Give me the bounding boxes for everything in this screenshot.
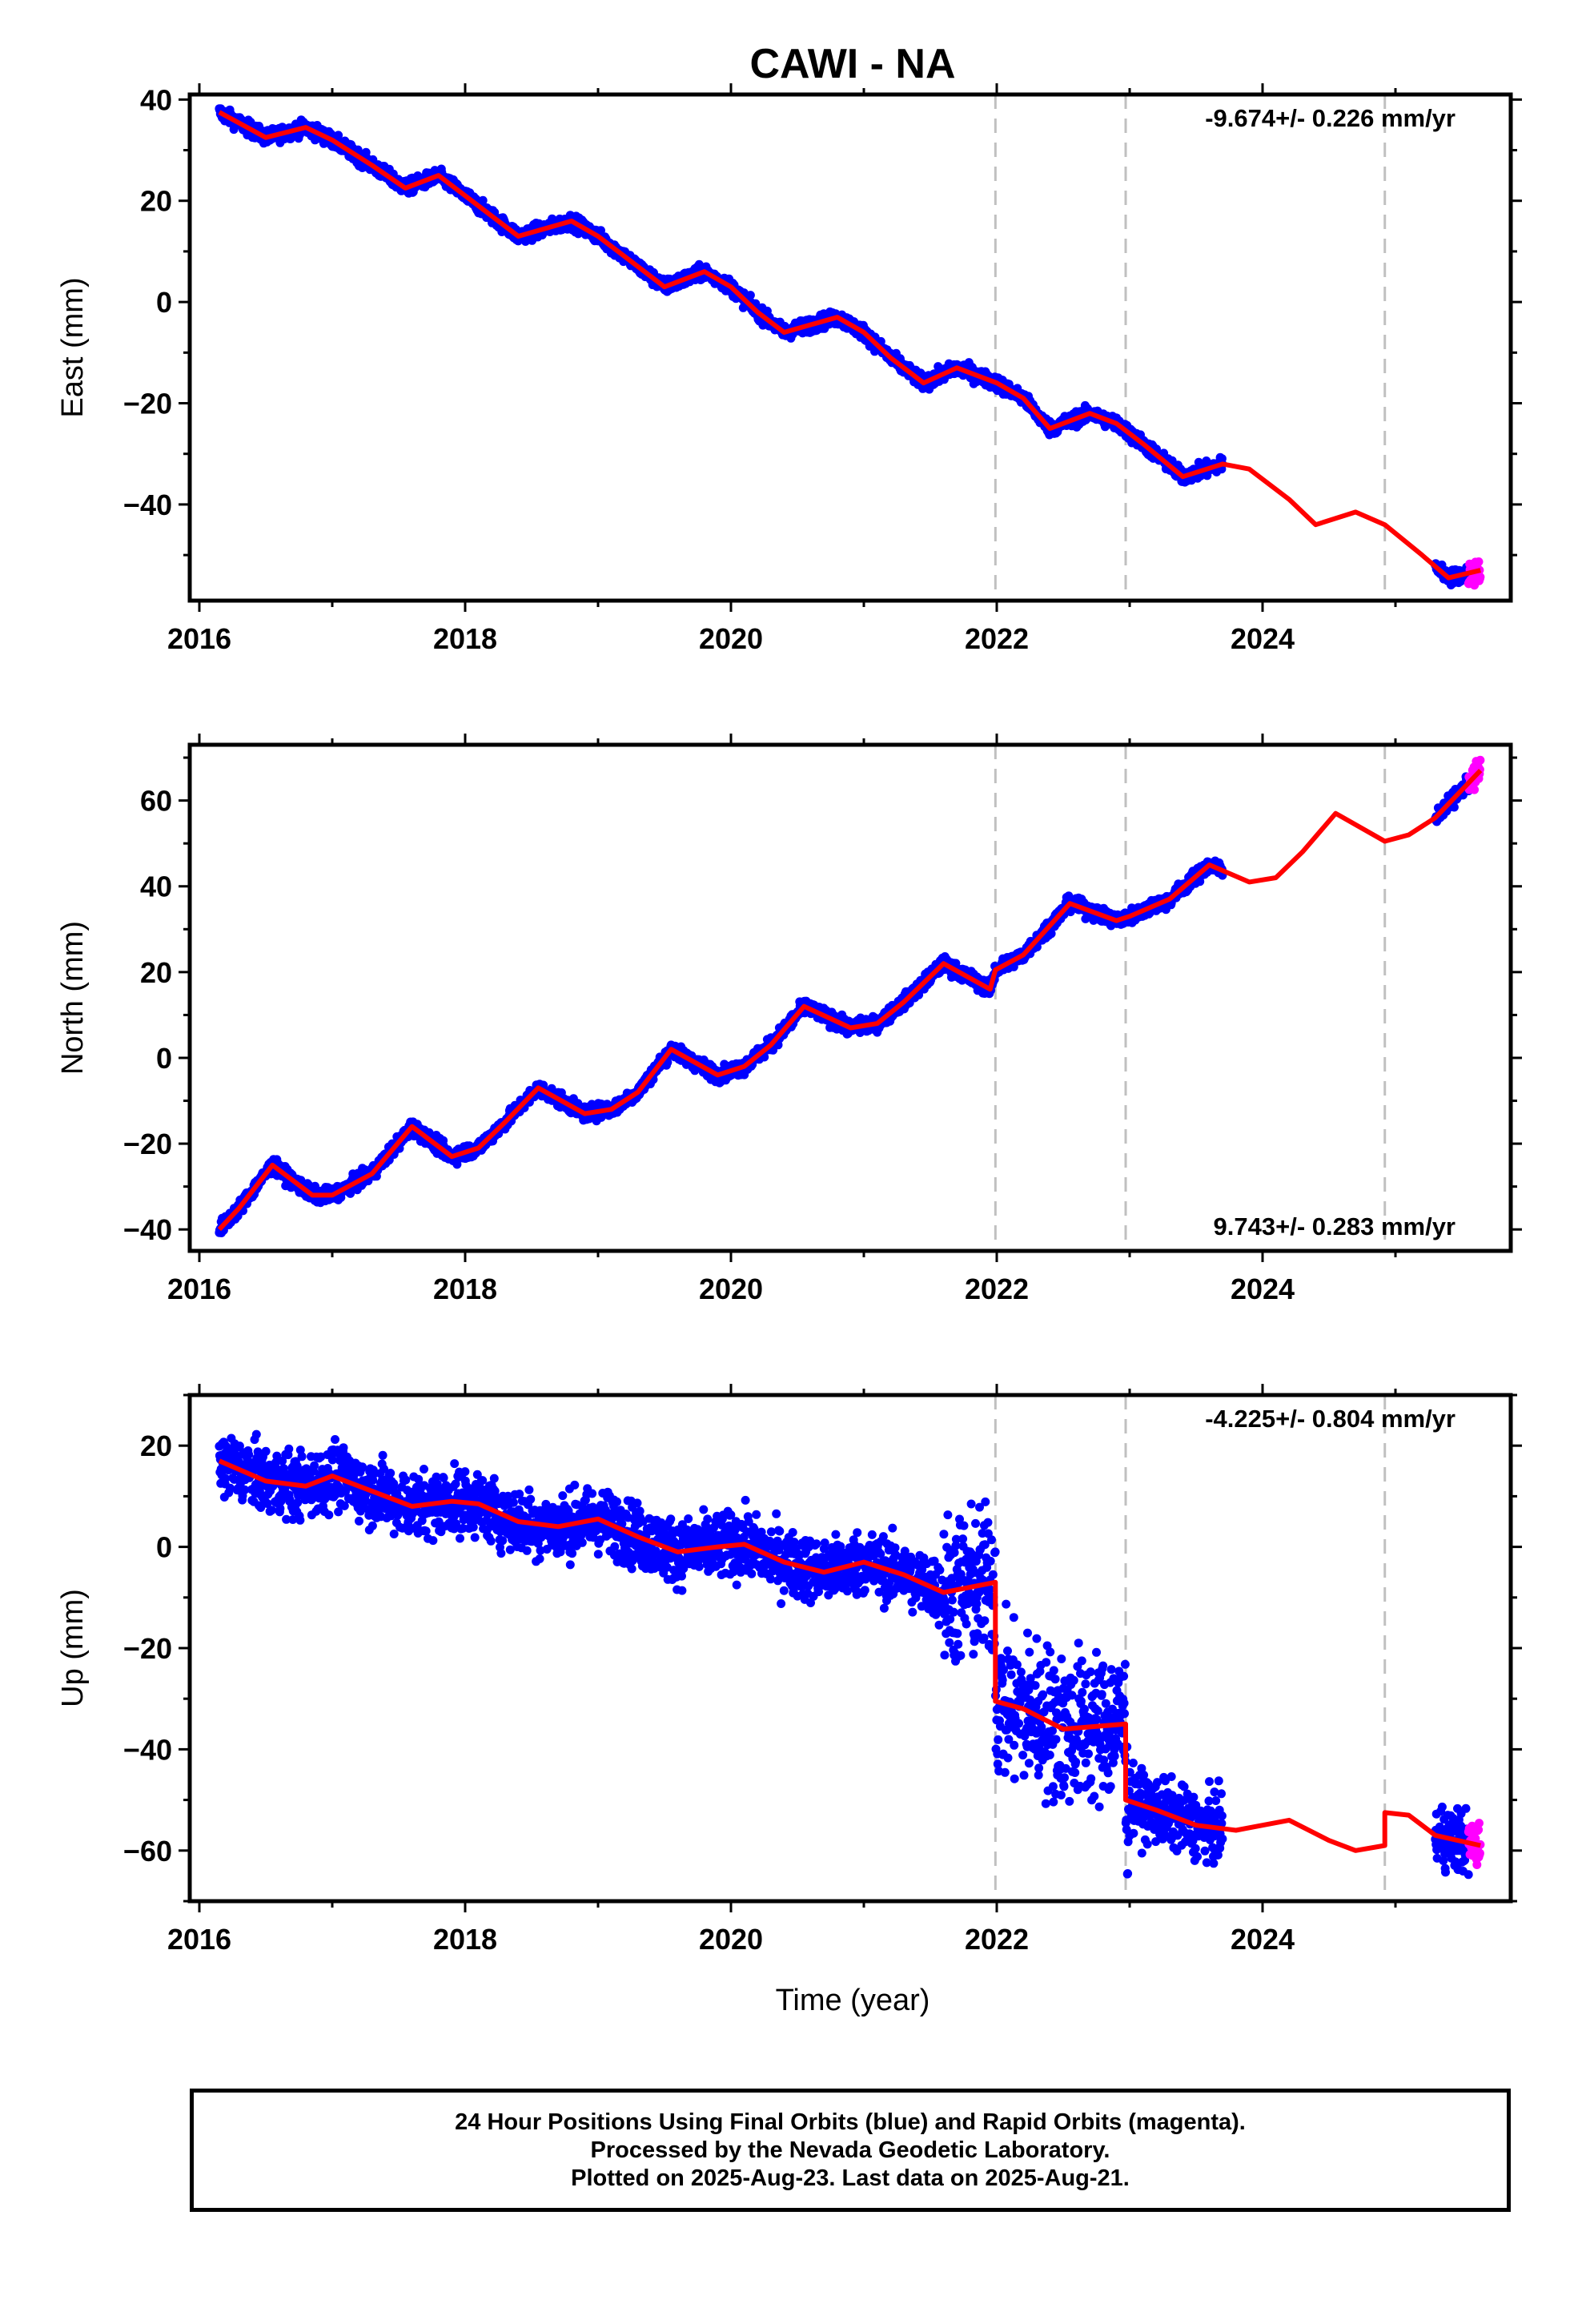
y-tick-label: 0	[156, 286, 172, 319]
x-tick-label: 2024	[1231, 622, 1295, 655]
final-point	[353, 145, 363, 155]
final-point	[334, 131, 343, 140]
panels: 2016 2018 2020 2022 2024 40 20 0 −20 −40 East (mm)…	[56, 83, 1522, 1956]
x-tick-label: 2018	[433, 622, 497, 655]
final-orbit-points	[215, 772, 1473, 1237]
plot-area	[215, 94, 1485, 601]
x-tick-label: 2020	[699, 622, 763, 655]
chart-title: CAWI - NA	[749, 41, 955, 87]
final-orbit-points	[215, 104, 1473, 589]
panel-east: 2016 2018 2020 2022 2024 40 20 0 −20 −40 East (mm)…	[56, 83, 1522, 655]
x-axis-label: Time (year)	[776, 1984, 930, 2017]
model-curve	[218, 110, 1481, 581]
plot-area	[215, 745, 1485, 1251]
y-tick-label: −20	[123, 388, 172, 420]
rapid-point	[1476, 573, 1485, 581]
y-tick-label: 20	[140, 185, 172, 218]
final-point	[346, 1188, 355, 1198]
final-point	[596, 226, 605, 235]
y-axis-label: East (mm)	[56, 277, 90, 417]
plot-frame	[187, 92, 1513, 603]
x-tick-label: 2016	[167, 622, 231, 655]
y-tick-label: −40	[123, 489, 172, 521]
y-tick-label: 40	[140, 83, 172, 116]
rate-label: -9.674+/- 0.226 mm/yr	[1205, 104, 1456, 132]
rapid-point	[1474, 557, 1484, 566]
final-point	[745, 291, 755, 300]
final-point	[478, 195, 488, 205]
x-tick-label: 2022	[965, 622, 1029, 655]
